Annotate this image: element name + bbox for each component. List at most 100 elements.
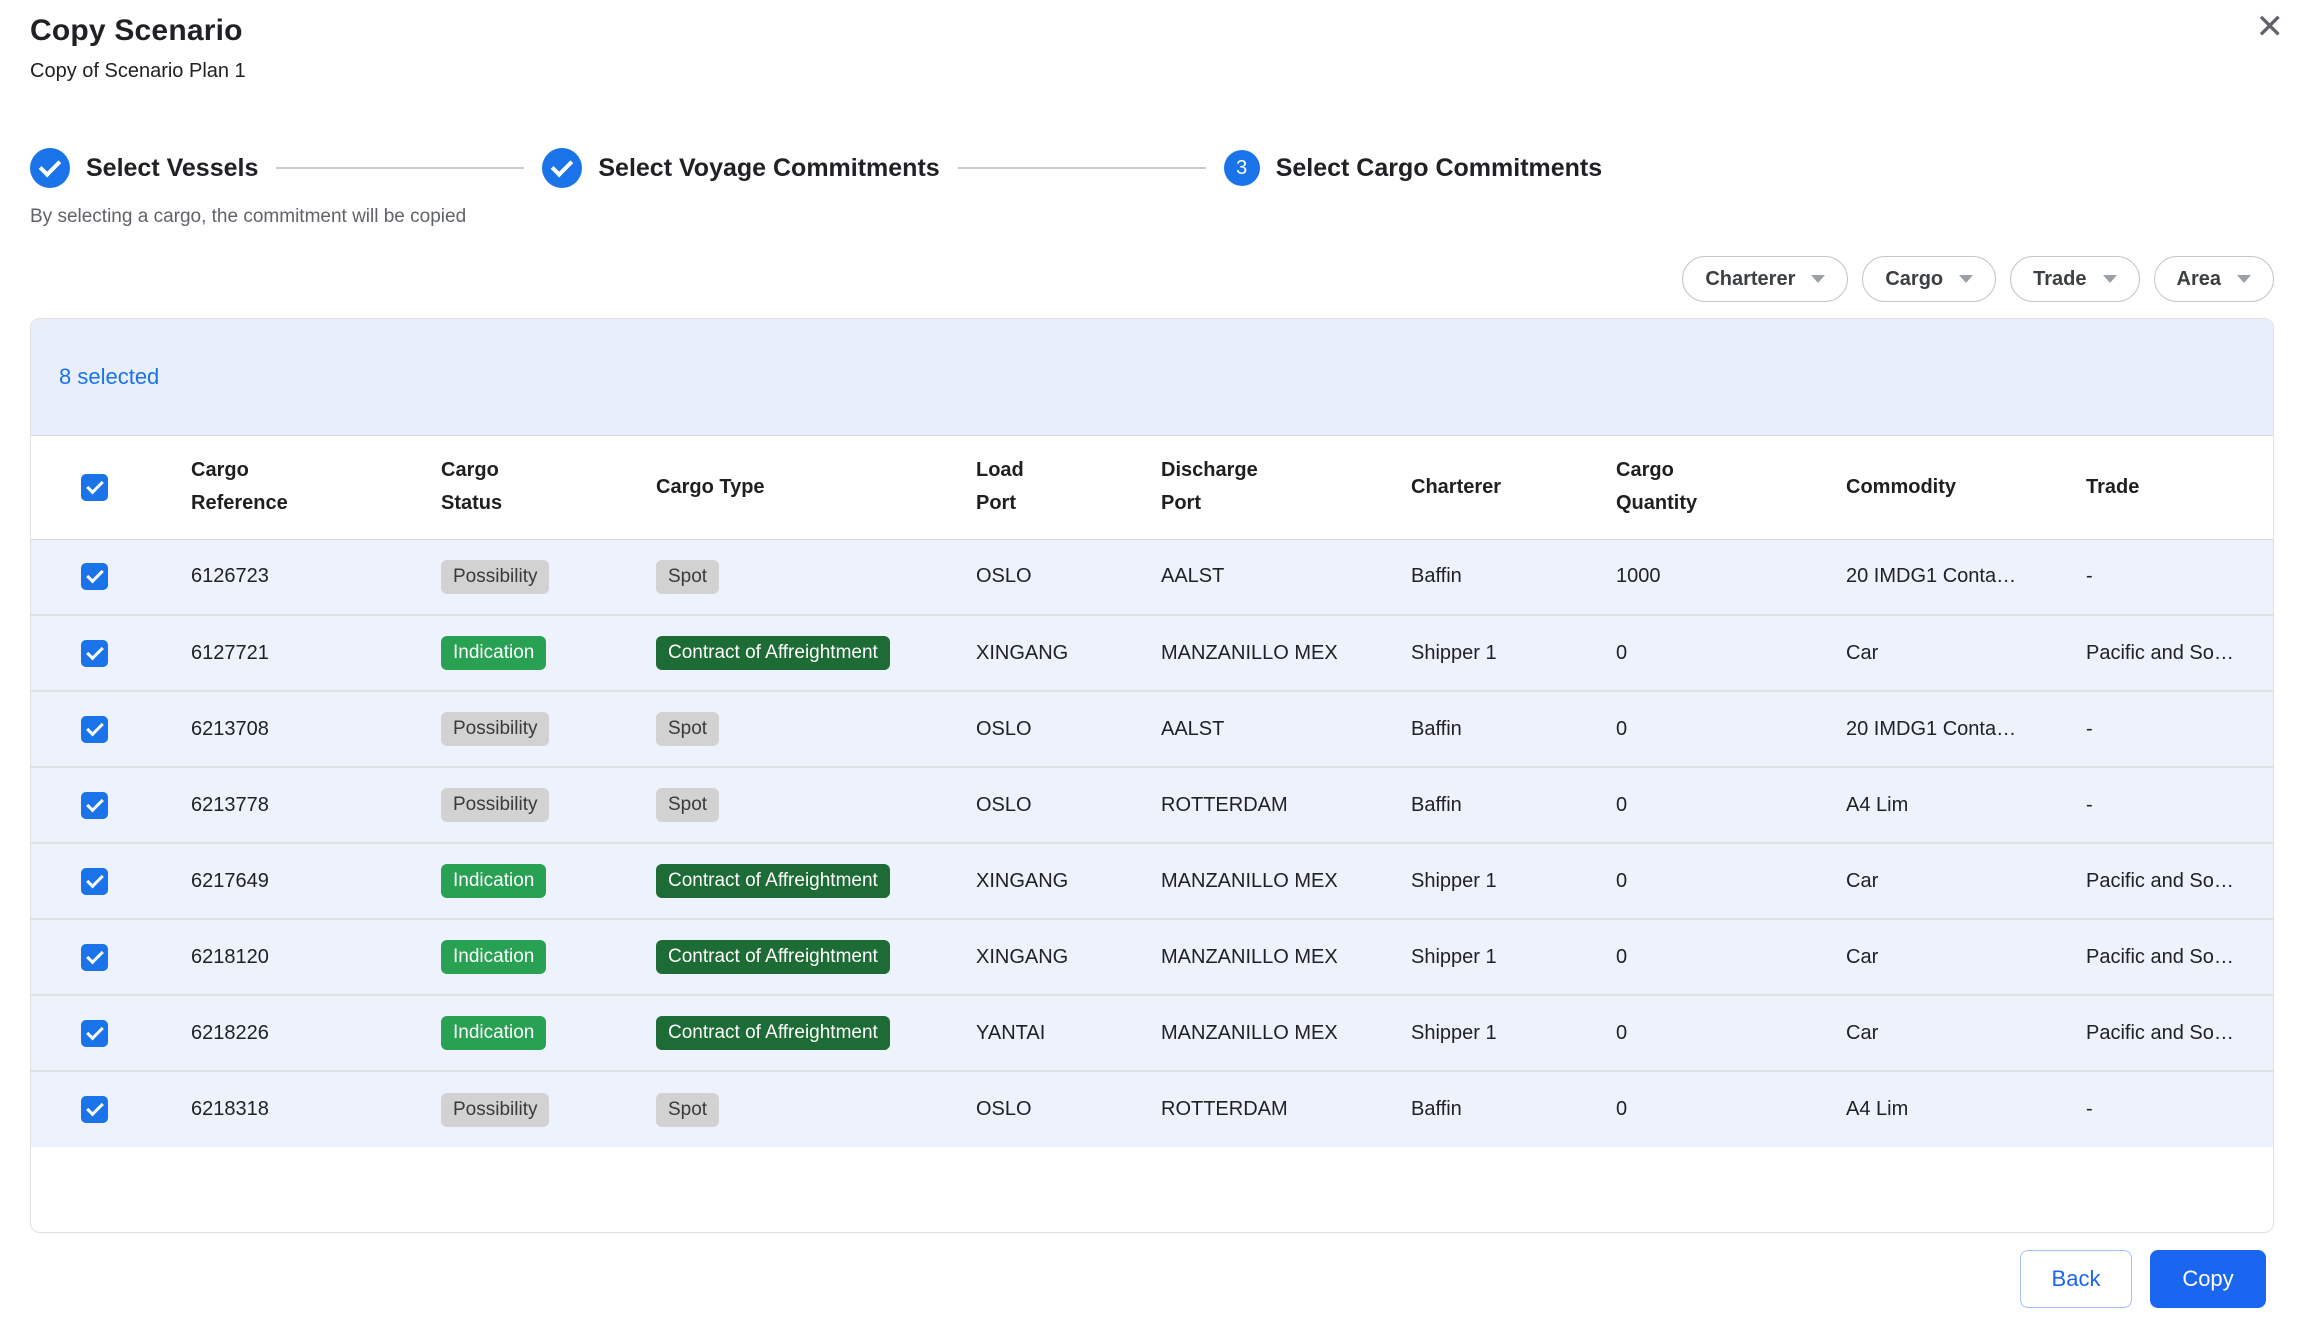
column-header-discharge-port: Discharge Port — [1161, 436, 1411, 539]
row-checkbox[interactable] — [81, 1096, 108, 1123]
cargo-status-badge: Indication — [441, 940, 546, 974]
cargo-commitments-card: 8 selected Cargo Reference Cargo Status … — [30, 318, 2274, 1233]
cell-load-port: YANTAI — [976, 995, 1161, 1071]
cell-discharge-port: AALST — [1161, 691, 1411, 767]
selection-bar: 8 selected — [31, 319, 2273, 436]
stepper-connector — [276, 167, 524, 169]
cargo-status-badge: Indication — [441, 1016, 546, 1050]
cell-commodity: 20 IMDG1 Conta… — [1846, 539, 2086, 615]
cell-cargo-reference: 6218120 — [191, 919, 441, 995]
filter-bar: Charterer Cargo Trade Area — [1682, 256, 2274, 302]
row-checkbox[interactable] — [81, 640, 108, 667]
cell-commodity: A4 Lim — [1846, 1071, 2086, 1147]
cell-charterer: Baffin — [1411, 691, 1616, 767]
cell-charterer: Shipper 1 — [1411, 995, 1616, 1071]
table-body: 6126723 Possibility Spot OSLO AALST Baff… — [31, 539, 2274, 1147]
filter-label: Cargo — [1885, 268, 1943, 291]
chevron-down-icon — [1811, 275, 1825, 283]
cargo-status-badge: Possibility — [441, 560, 549, 594]
cell-cargo-quantity: 0 — [1616, 995, 1846, 1071]
table-row[interactable]: 6213708 Possibility Spot OSLO AALST Baff… — [31, 691, 2274, 767]
cell-charterer: Baffin — [1411, 539, 1616, 615]
table-row[interactable]: 6126723 Possibility Spot OSLO AALST Baff… — [31, 539, 2274, 615]
cell-trade: - — [2086, 539, 2274, 615]
step-hint-text: By selecting a cargo, the commitment wil… — [30, 206, 466, 228]
cell-load-port: OSLO — [976, 539, 1161, 615]
table-row[interactable]: 6218318 Possibility Spot OSLO ROTTERDAM … — [31, 1071, 2274, 1147]
filter-label: Area — [2177, 268, 2221, 291]
stepper: Select Vessels Select Voyage Commitments… — [30, 148, 1616, 188]
cell-trade: Pacific and So… — [2086, 843, 2274, 919]
cargo-type-badge: Spot — [656, 560, 719, 594]
chevron-down-icon — [2237, 275, 2251, 283]
cargo-status-badge: Possibility — [441, 788, 549, 822]
cell-charterer: Baffin — [1411, 767, 1616, 843]
cell-trade: - — [2086, 767, 2274, 843]
cell-cargo-quantity: 0 — [1616, 615, 1846, 691]
row-checkbox[interactable] — [81, 716, 108, 743]
cell-load-port: OSLO — [976, 767, 1161, 843]
selected-count-text: 8 selected — [59, 364, 159, 390]
select-all-checkbox[interactable] — [81, 474, 108, 501]
column-header-cargo-type: Cargo Type — [656, 436, 976, 539]
step-select-vessels[interactable]: Select Vessels — [30, 148, 272, 188]
cell-load-port: OSLO — [976, 691, 1161, 767]
cargo-type-badge: Spot — [656, 712, 719, 746]
cell-cargo-reference: 6127721 — [191, 615, 441, 691]
filter-area-dropdown[interactable]: Area — [2154, 256, 2274, 302]
cell-cargo-reference: 6213708 — [191, 691, 441, 767]
cell-cargo-quantity: 0 — [1616, 919, 1846, 995]
cargo-status-badge: Possibility — [441, 712, 549, 746]
back-button[interactable]: Back — [2020, 1250, 2132, 1308]
stepper-connector — [958, 167, 1206, 169]
cell-discharge-port: MANZANILLO MEX — [1161, 843, 1411, 919]
cell-charterer: Baffin — [1411, 1071, 1616, 1147]
cell-trade: Pacific and So… — [2086, 995, 2274, 1071]
cell-cargo-reference: 6213778 — [191, 767, 441, 843]
row-checkbox[interactable] — [81, 792, 108, 819]
step-select-voyage-commitments[interactable]: Select Voyage Commitments — [542, 148, 953, 188]
step-label: Select Cargo Commitments — [1276, 154, 1602, 183]
filter-cargo-dropdown[interactable]: Cargo — [1862, 256, 1996, 302]
column-header-load-port: Load Port — [976, 436, 1161, 539]
column-header-commodity: Commodity — [1846, 436, 2086, 539]
row-checkbox[interactable] — [81, 944, 108, 971]
row-checkbox[interactable] — [81, 1020, 108, 1047]
table-row[interactable]: 6127721 Indication Contract of Affreight… — [31, 615, 2274, 691]
row-checkbox[interactable] — [81, 563, 108, 590]
table-row[interactable]: 6217649 Indication Contract of Affreight… — [31, 843, 2274, 919]
table-row[interactable]: 6218120 Indication Contract of Affreight… — [31, 919, 2274, 995]
cell-trade: - — [2086, 1071, 2274, 1147]
cell-commodity: Car — [1846, 615, 2086, 691]
cargo-commitments-table: Cargo Reference Cargo Status Cargo Type … — [31, 436, 2274, 1147]
cell-discharge-port: MANZANILLO MEX — [1161, 919, 1411, 995]
filter-label: Charterer — [1705, 268, 1795, 291]
cell-charterer: Shipper 1 — [1411, 615, 1616, 691]
cell-charterer: Shipper 1 — [1411, 843, 1616, 919]
step-complete-check-icon — [30, 148, 70, 188]
cell-commodity: A4 Lim — [1846, 767, 2086, 843]
cargo-type-badge: Contract of Affreightment — [656, 1016, 890, 1050]
table-row[interactable]: 6213778 Possibility Spot OSLO ROTTERDAM … — [31, 767, 2274, 843]
cell-load-port: XINGANG — [976, 919, 1161, 995]
cell-discharge-port: ROTTERDAM — [1161, 767, 1411, 843]
filter-charterer-dropdown[interactable]: Charterer — [1682, 256, 1848, 302]
cell-cargo-reference: 6126723 — [191, 539, 441, 615]
filter-trade-dropdown[interactable]: Trade — [2010, 256, 2139, 302]
cell-discharge-port: MANZANILLO MEX — [1161, 615, 1411, 691]
column-header-trade: Trade — [2086, 436, 2274, 539]
column-header-cargo-quantity: Cargo Quantity — [1616, 436, 1846, 539]
step-label: Select Vessels — [86, 154, 258, 183]
close-icon[interactable]: ✕ — [2256, 10, 2285, 44]
column-header-charterer: Charterer — [1411, 436, 1616, 539]
chevron-down-icon — [2103, 275, 2117, 283]
step-select-cargo-commitments[interactable]: 3 Select Cargo Commitments — [1224, 150, 1616, 186]
copy-button[interactable]: Copy — [2150, 1250, 2266, 1308]
cell-cargo-reference: 6218226 — [191, 995, 441, 1071]
filter-label: Trade — [2033, 268, 2086, 291]
table-row[interactable]: 6218226 Indication Contract of Affreight… — [31, 995, 2274, 1071]
cell-load-port: OSLO — [976, 1071, 1161, 1147]
cell-load-port: XINGANG — [976, 843, 1161, 919]
step-complete-check-icon — [542, 148, 582, 188]
row-checkbox[interactable] — [81, 868, 108, 895]
